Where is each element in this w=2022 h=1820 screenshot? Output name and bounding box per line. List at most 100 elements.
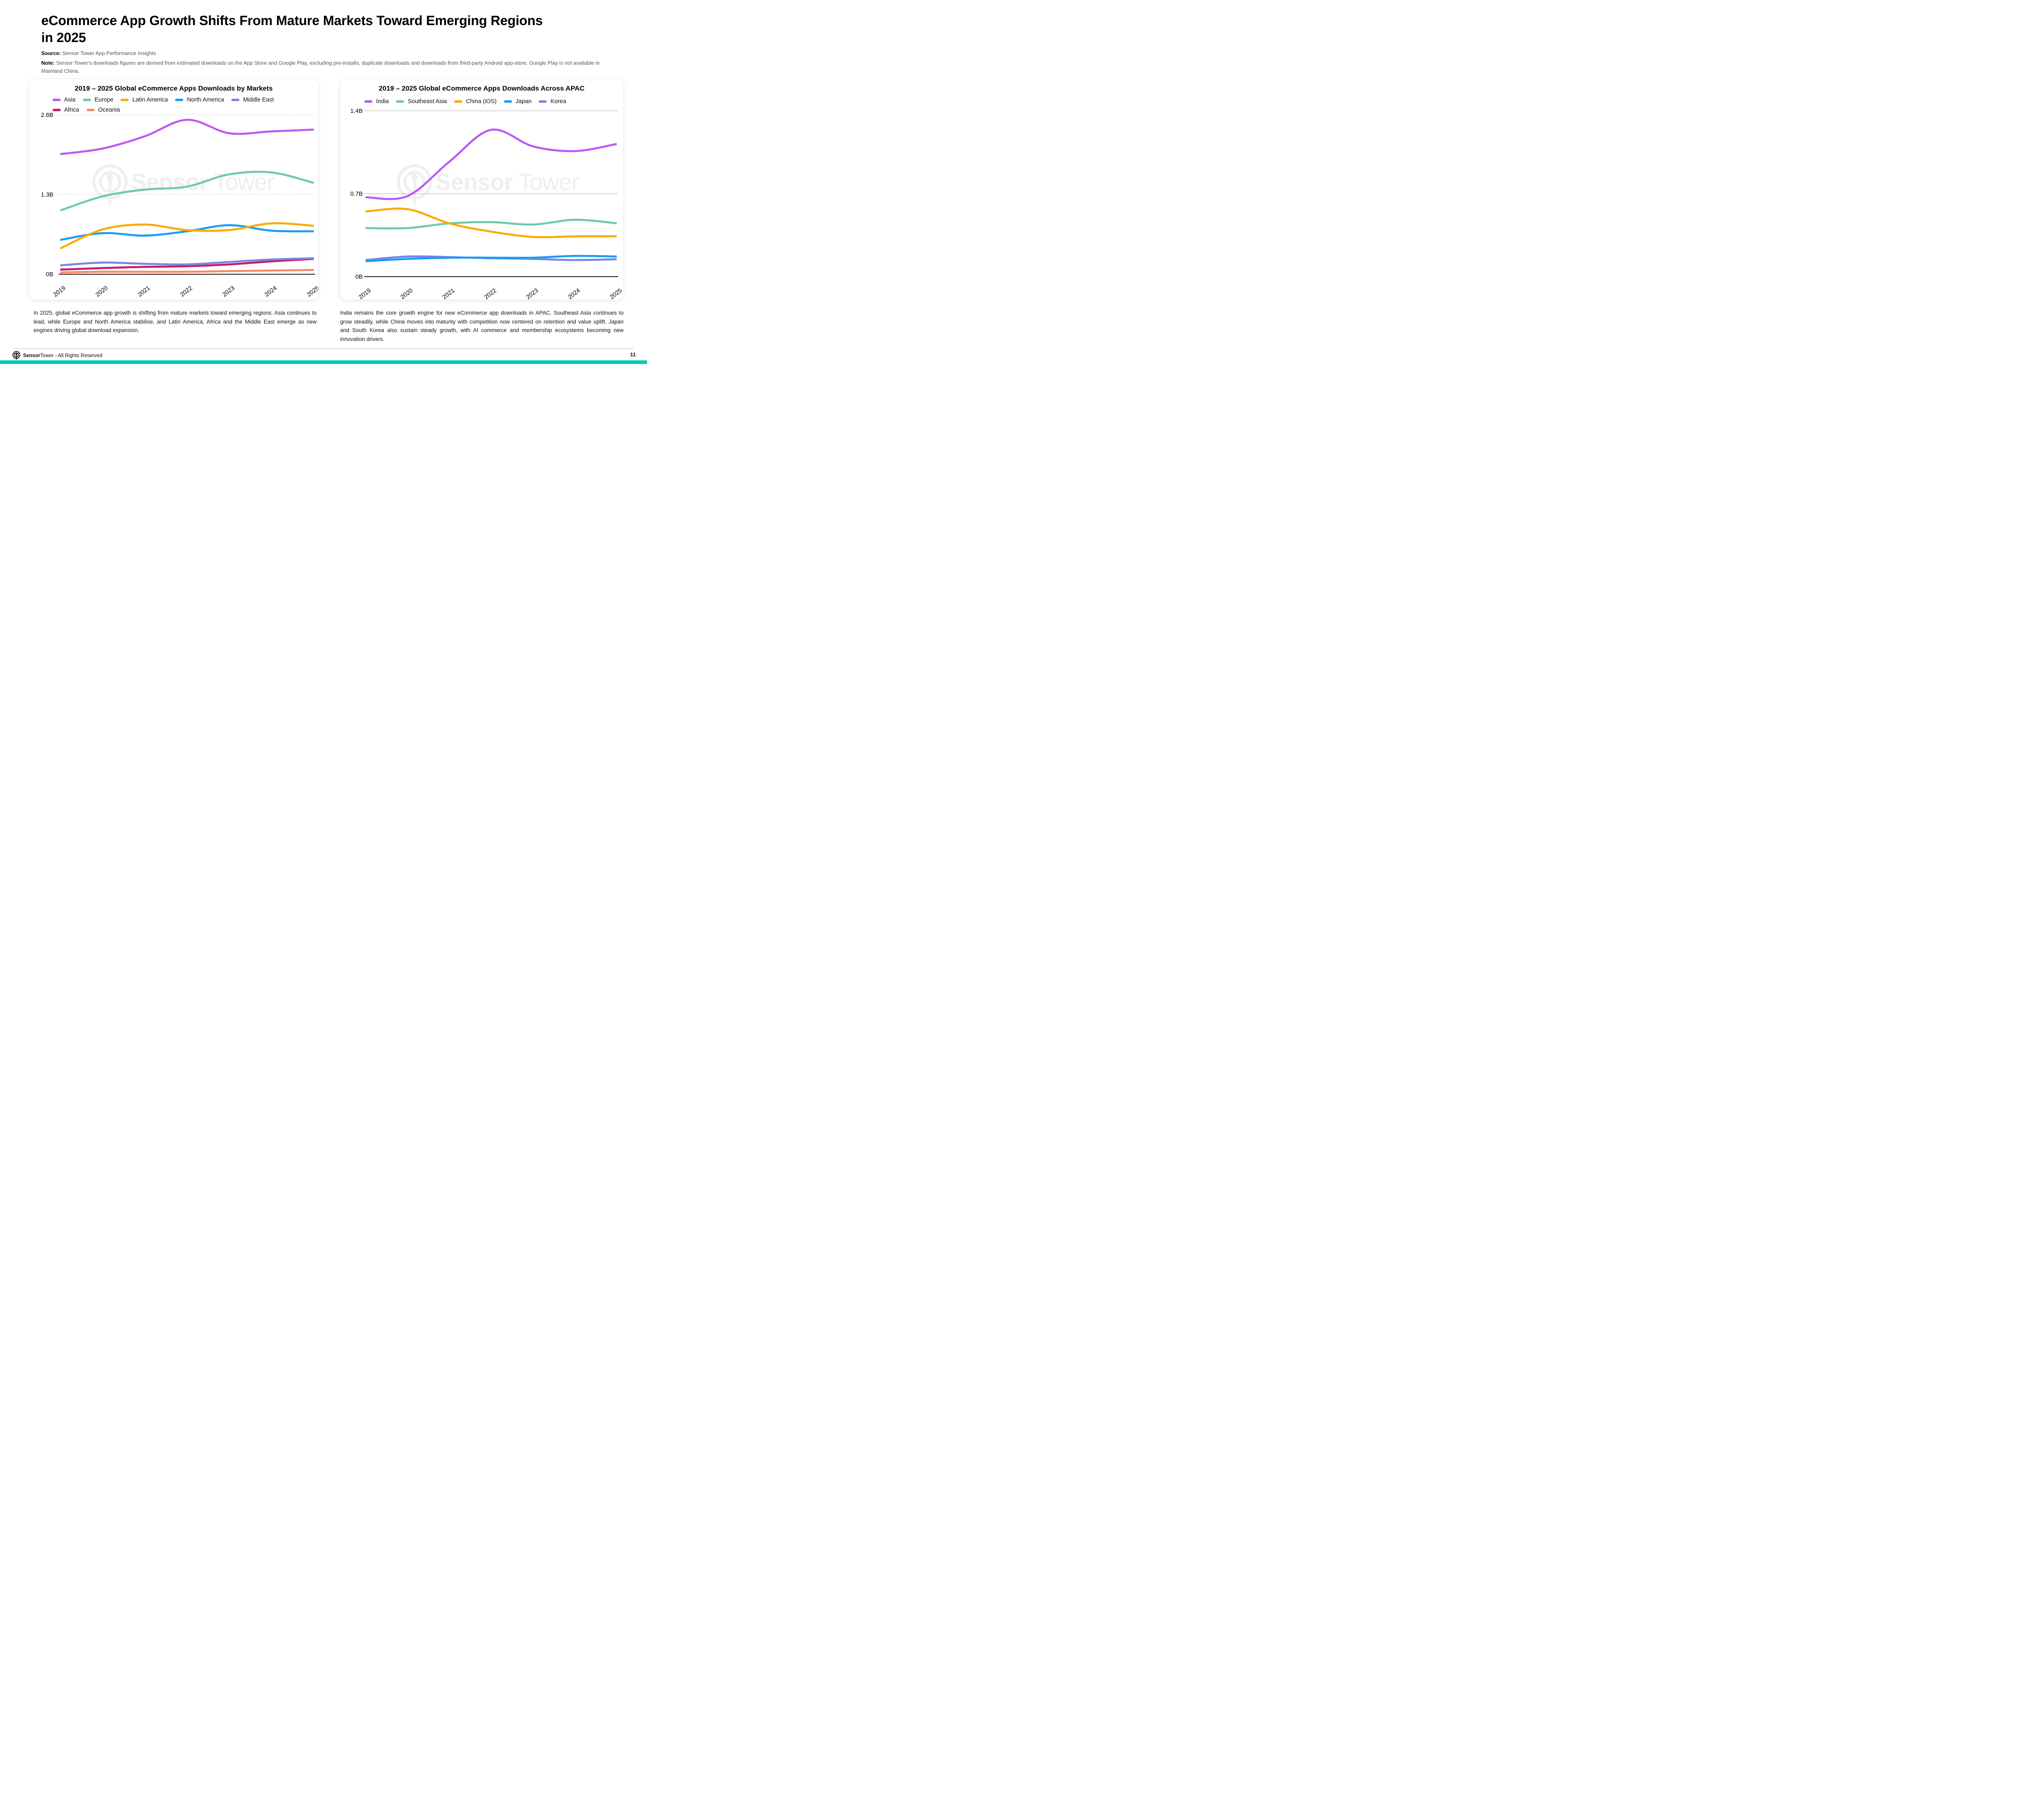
caption-apac: India remains the core growth engine for… bbox=[340, 310, 624, 342]
footer-divider bbox=[14, 348, 634, 349]
chart-line-africa bbox=[60, 258, 314, 271]
sensortower-watermark: Sensor Tower bbox=[397, 164, 580, 205]
legend-swatch bbox=[364, 100, 372, 103]
sensortower-logo-icon bbox=[12, 351, 21, 360]
chart-card-markets: 2019 – 2025 Global eCommerce Apps Downlo… bbox=[29, 78, 319, 300]
legend-label: Asia bbox=[64, 97, 76, 103]
caption-markets: In 2025, global eCommerce app growth is … bbox=[34, 310, 317, 334]
page-title: eCommerce App Growth Shifts From Mature … bbox=[41, 12, 543, 46]
footer-brand-light: Tower bbox=[40, 352, 54, 358]
x-axis-label: 2023 bbox=[525, 287, 540, 300]
note-text: Sensor Tower's downloads figures are der… bbox=[41, 59, 600, 74]
legend-item-india: India bbox=[364, 98, 389, 105]
note-label: Note: bbox=[41, 59, 55, 66]
legend-label: Oceania bbox=[98, 107, 120, 113]
svg-text:Sensor Tower: Sensor Tower bbox=[436, 169, 579, 195]
legend-label: Southeast Asia bbox=[408, 98, 447, 105]
legend-swatch bbox=[52, 99, 61, 101]
x-axis-label: 2023 bbox=[221, 285, 236, 298]
legend-label: Middle East bbox=[243, 97, 274, 103]
x-axis-label: 2022 bbox=[483, 287, 498, 300]
footer-brand: SensorTower - All Rights Reserved bbox=[23, 353, 102, 358]
chart-line-latin-america bbox=[59, 222, 314, 250]
page-title-line1: eCommerce App Growth Shifts From Mature … bbox=[41, 13, 543, 28]
chart-line-middle-east bbox=[60, 257, 314, 267]
report-slide: eCommerce App Growth Shifts From Mature … bbox=[0, 0, 647, 364]
chart-line-asia bbox=[60, 119, 314, 155]
page-number: 11 bbox=[630, 351, 636, 358]
legend-label: Africa bbox=[64, 107, 79, 113]
legend-swatch bbox=[52, 109, 61, 111]
line-chart-apac: Sensor Tower 1.4B 0.7B 0B 2019 2020 2021 2022 20… bbox=[350, 108, 623, 300]
chart-line-china-ios- bbox=[365, 207, 617, 238]
legend-item-latin-america: Latin America bbox=[121, 97, 168, 103]
chart-title-markets: 2019 – 2025 Global eCommerce Apps Downlo… bbox=[74, 85, 273, 92]
meta-block: Source: Sensor Tower App Performance Ins… bbox=[41, 49, 600, 77]
legend-item-china-ios-: China (iOS) bbox=[454, 98, 497, 105]
chart-line-southeast-asia bbox=[365, 218, 617, 230]
legend-swatch bbox=[454, 100, 463, 103]
legend-item-europe: Europe bbox=[82, 97, 114, 103]
y-axis-label: 2.6B bbox=[41, 112, 53, 119]
sensortower-watermark: Sensor Tower bbox=[92, 164, 275, 205]
legend-markets: Asia Europe Latin America North America Midd… bbox=[52, 97, 295, 113]
x-axis-label: 2022 bbox=[179, 285, 194, 298]
legend-item-southeast-asia: Southeast Asia bbox=[396, 98, 447, 105]
x-axis-label: 2019 bbox=[357, 287, 372, 300]
legend-label: Japan bbox=[515, 98, 532, 105]
chart-card-apac: 2019 – 2025 Global eCommerce Apps Downlo… bbox=[340, 78, 624, 300]
note-line: Note: Sensor Tower's downloads figures a… bbox=[41, 59, 600, 76]
x-axis-label: 2024 bbox=[263, 285, 278, 298]
x-axis-label: 2021 bbox=[137, 285, 152, 298]
legend-swatch bbox=[86, 109, 95, 111]
legend-item-korea: Korea bbox=[539, 98, 566, 105]
legend-swatch bbox=[82, 99, 91, 101]
y-axis-label: 1.3B bbox=[41, 191, 53, 198]
svg-text:Sensor Tower: Sensor Tower bbox=[131, 169, 275, 195]
legend-label: Europe bbox=[94, 97, 114, 103]
line-chart-markets: Sensor Tower 2.6B 1.3B 0B 2019 2020 2021 2022 20… bbox=[41, 112, 318, 298]
x-axis-label: 2020 bbox=[399, 287, 414, 300]
x-axis-label: 2021 bbox=[441, 287, 456, 300]
legend-swatch bbox=[396, 100, 404, 103]
legend-swatch bbox=[175, 99, 184, 101]
y-axis-label: 1.4B bbox=[350, 108, 363, 114]
x-axis-label: 2025 bbox=[609, 287, 623, 300]
chart-line-japan bbox=[365, 255, 617, 262]
legend-label: Latin America bbox=[132, 97, 168, 103]
source-line: Source: Sensor Tower App Performance Ins… bbox=[41, 49, 600, 58]
legend-swatch bbox=[503, 100, 512, 103]
legend-item-north-america: North America bbox=[175, 97, 224, 103]
bottom-accent-bar bbox=[0, 360, 647, 364]
legend-swatch bbox=[539, 100, 547, 103]
chart-line-europe bbox=[60, 171, 314, 212]
chart-line-oceania bbox=[60, 269, 314, 273]
x-axis-label: 2025 bbox=[306, 285, 318, 298]
x-axis-label: 2020 bbox=[94, 285, 109, 298]
page-title-line2: in 2025 bbox=[41, 30, 86, 45]
legend-label: India bbox=[376, 98, 389, 105]
legend-item-japan: Japan bbox=[503, 98, 532, 105]
legend-swatch bbox=[121, 99, 129, 101]
source-text: Sensor Tower App Performance Insights bbox=[62, 50, 156, 56]
legend-label: Korea bbox=[550, 98, 567, 105]
legend-item-oceania: Oceania bbox=[86, 107, 120, 113]
legend-label: China (iOS) bbox=[466, 98, 497, 105]
x-axis-label: 2019 bbox=[52, 285, 67, 298]
legend-item-middle-east: Middle East bbox=[231, 97, 274, 103]
legend-apac: India Southeast Asia China (iOS) Japan Korea bbox=[364, 98, 599, 105]
y-axis-label: 0B bbox=[46, 271, 53, 278]
source-label: Source: bbox=[41, 50, 61, 56]
y-axis-label: 0B bbox=[355, 273, 363, 280]
footer-rights: - All Rights Reserved bbox=[53, 352, 102, 358]
footer-brand-bold: Sensor bbox=[23, 352, 40, 358]
y-axis-label: 0.7B bbox=[350, 190, 363, 197]
legend-item-asia: Asia bbox=[52, 97, 76, 103]
chart-line-india bbox=[365, 128, 617, 200]
legend-item-africa: Africa bbox=[52, 107, 79, 113]
legend-label: North America bbox=[187, 97, 224, 103]
legend-swatch bbox=[231, 99, 240, 101]
chart-line-north-america bbox=[60, 224, 314, 241]
chart-title-apac: 2019 – 2025 Global eCommerce Apps Downlo… bbox=[379, 85, 585, 92]
x-axis-label: 2024 bbox=[567, 287, 582, 300]
